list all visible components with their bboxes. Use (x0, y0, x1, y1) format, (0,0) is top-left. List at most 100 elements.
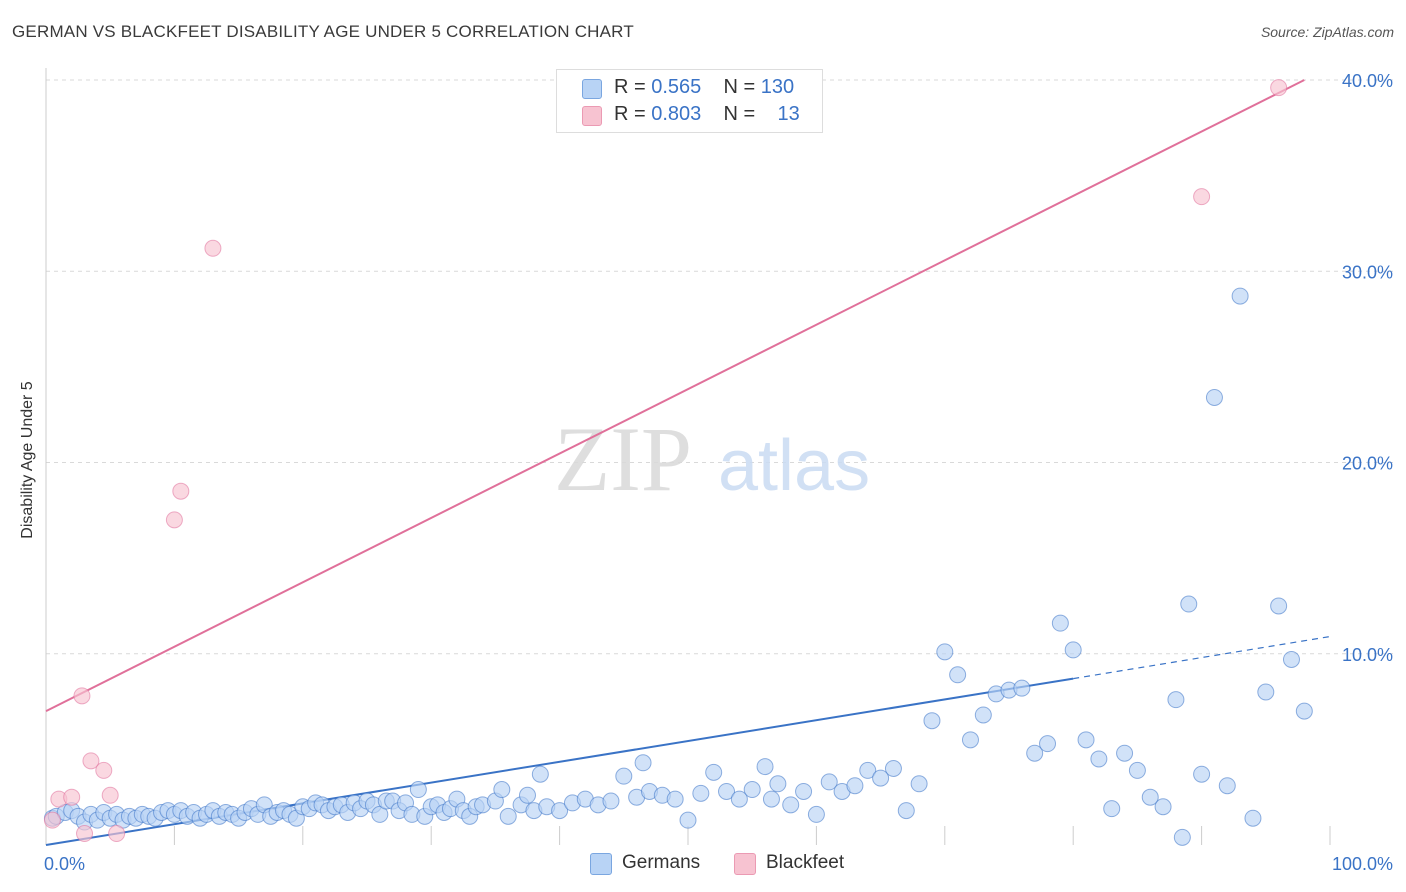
y-axis-label-wrap: Disability Age Under 5 (8, 320, 48, 600)
legend-stats: R = 0.565 N = 130 R = 0.803 N = 13 (556, 69, 823, 133)
point-germans (531, 765, 549, 783)
point-germans (1180, 595, 1198, 613)
point-germans (1077, 731, 1095, 749)
point-germans (961, 731, 979, 749)
watermark-zip: ZIP (554, 408, 692, 510)
point-germans (666, 790, 684, 808)
watermark: ZIP atlas (554, 408, 870, 510)
source-label: Source: ZipAtlas.com (1260, 24, 1394, 40)
point-blackfeet (95, 761, 113, 779)
point-germans (1205, 388, 1223, 406)
point-germans (1244, 809, 1262, 827)
legend-n-value: 13 (761, 103, 800, 125)
tick-labels: 10.0% 20.0% 30.0% 40.0% 0.0% 100.0% (44, 71, 1393, 874)
point-germans (705, 763, 723, 781)
point-germans (1064, 641, 1082, 659)
point-germans (1218, 777, 1236, 795)
point-germans (1103, 800, 1121, 818)
y-tick-label: 10.0% (1342, 645, 1393, 665)
point-germans (769, 775, 787, 793)
point-germans (949, 666, 967, 684)
point-germans (756, 758, 774, 776)
point-germans (1154, 798, 1172, 816)
point-germans (884, 760, 902, 777)
point-germans (897, 802, 915, 820)
point-blackfeet (76, 825, 94, 843)
point-germans (1173, 828, 1191, 846)
point-blackfeet (1270, 79, 1288, 97)
point-germans (1026, 744, 1044, 762)
point-germans (602, 792, 620, 810)
watermark-atlas: atlas (718, 426, 870, 506)
point-blackfeet (82, 752, 100, 770)
y-tick-label: 40.0% (1342, 71, 1393, 91)
point-germans (1282, 650, 1300, 668)
legend-swatch-blackfeet (734, 853, 756, 875)
point-germans (551, 802, 569, 820)
point-germans (846, 777, 864, 795)
point-blackfeet (63, 788, 81, 806)
legend-n-value-text: 13 (777, 103, 800, 125)
x-tick-label: 100.0% (1332, 854, 1393, 874)
legend-n-label: N = (723, 103, 756, 125)
point-germans (1013, 679, 1031, 697)
grid-lines (46, 79, 1393, 655)
point-blackfeet (108, 825, 126, 843)
point-germans (1270, 597, 1288, 615)
axes (45, 68, 1331, 845)
point-germans (634, 754, 652, 772)
y-tick-label: 20.0% (1342, 454, 1393, 474)
point-germans (1295, 702, 1313, 720)
point-blackfeet (172, 482, 190, 500)
point-germans (692, 784, 710, 802)
point-germans (493, 781, 511, 799)
point-blackfeet (101, 786, 119, 804)
point-germans (1116, 744, 1134, 762)
point-germans (974, 706, 992, 724)
point-germans (1128, 761, 1146, 779)
x-tick-label: 0.0% (44, 854, 85, 874)
point-germans (1090, 750, 1108, 768)
point-blackfeet (1193, 188, 1211, 206)
legend-label-germans: Germans (622, 852, 701, 873)
point-germans (519, 786, 536, 804)
point-germans (730, 790, 748, 808)
point-germans (409, 781, 427, 799)
point-blackfeet (43, 811, 61, 829)
legend-swatch-blackfeet (582, 106, 602, 126)
y-axis-label: Disability Age Under 5 (19, 381, 36, 539)
point-germans (782, 796, 800, 814)
scatter-points (43, 79, 1313, 846)
point-germans (923, 712, 941, 730)
point-germans (807, 805, 825, 823)
point-germans (795, 782, 813, 800)
point-germans (1257, 683, 1275, 701)
legend-n-label: N = (723, 76, 756, 98)
y-tick-label: 30.0% (1342, 262, 1393, 282)
point-germans (499, 807, 517, 825)
point-germans (872, 769, 890, 787)
point-germans (718, 782, 736, 800)
point-germans (1141, 788, 1159, 806)
point-germans (1193, 765, 1211, 783)
point-germans (820, 773, 838, 791)
chart-title: GERMAN VS BLACKFEET DISABILITY AGE UNDER… (12, 22, 634, 41)
legend-label-blackfeet: Blackfeet (766, 852, 845, 873)
point-germans (1039, 735, 1057, 753)
legend-r-value: 0.565 (651, 76, 702, 98)
point-blackfeet (165, 511, 183, 529)
point-blackfeet (73, 687, 91, 705)
legend-r-label: R = (614, 76, 646, 98)
point-germans (936, 643, 954, 661)
point-germans (762, 790, 780, 808)
point-germans (615, 767, 633, 785)
point-germans (743, 781, 761, 799)
point-germans (1167, 691, 1185, 709)
legend-r-value: 0.803 (651, 103, 702, 125)
legend-swatch-germans (590, 853, 612, 875)
point-germans (910, 775, 928, 793)
trend-line-blackfeet (45, 79, 1305, 713)
point-germans (1231, 287, 1249, 305)
point-blackfeet (204, 239, 222, 257)
